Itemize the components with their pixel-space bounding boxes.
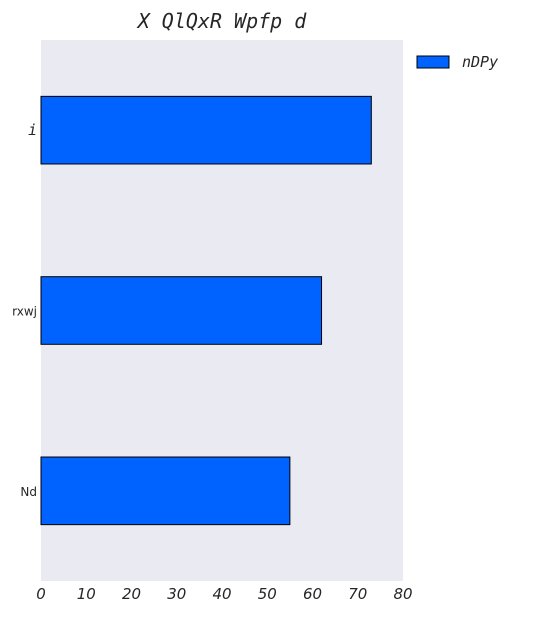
x-tick-label-60: 60: [303, 585, 322, 603]
x-tick-label-10: 10: [77, 585, 96, 603]
x-tick-label-80: 80: [393, 585, 412, 603]
bars-group: [40, 95, 372, 526]
x-tick-label-0: 0: [36, 585, 46, 603]
chart-title: X QlQxR Wpfp d: [136, 9, 308, 33]
legend-label: nDPy: [462, 53, 498, 71]
x-tick-label-30: 30: [167, 585, 186, 603]
x-axis-ticks: 0 10 20 30 40 50 60 70 80: [36, 585, 412, 603]
legend-swatch: [416, 55, 450, 69]
legend: nDPy: [416, 53, 498, 71]
y-axis-ticks: i rxwj Nd: [12, 121, 37, 499]
bar-Nd: [40, 456, 291, 526]
y-tick-label-rxwj: rxwj: [12, 305, 37, 319]
y-tick-label-i: i: [28, 121, 37, 139]
bar-rxwj: [40, 276, 323, 345]
x-tick-label-20: 20: [122, 585, 141, 603]
x-tick-label-70: 70: [348, 585, 367, 603]
y-tick-label-Nd: Nd: [20, 485, 37, 499]
bar-i: [40, 95, 372, 165]
x-tick-label-50: 50: [258, 585, 277, 603]
x-tick-label-40: 40: [212, 585, 231, 603]
